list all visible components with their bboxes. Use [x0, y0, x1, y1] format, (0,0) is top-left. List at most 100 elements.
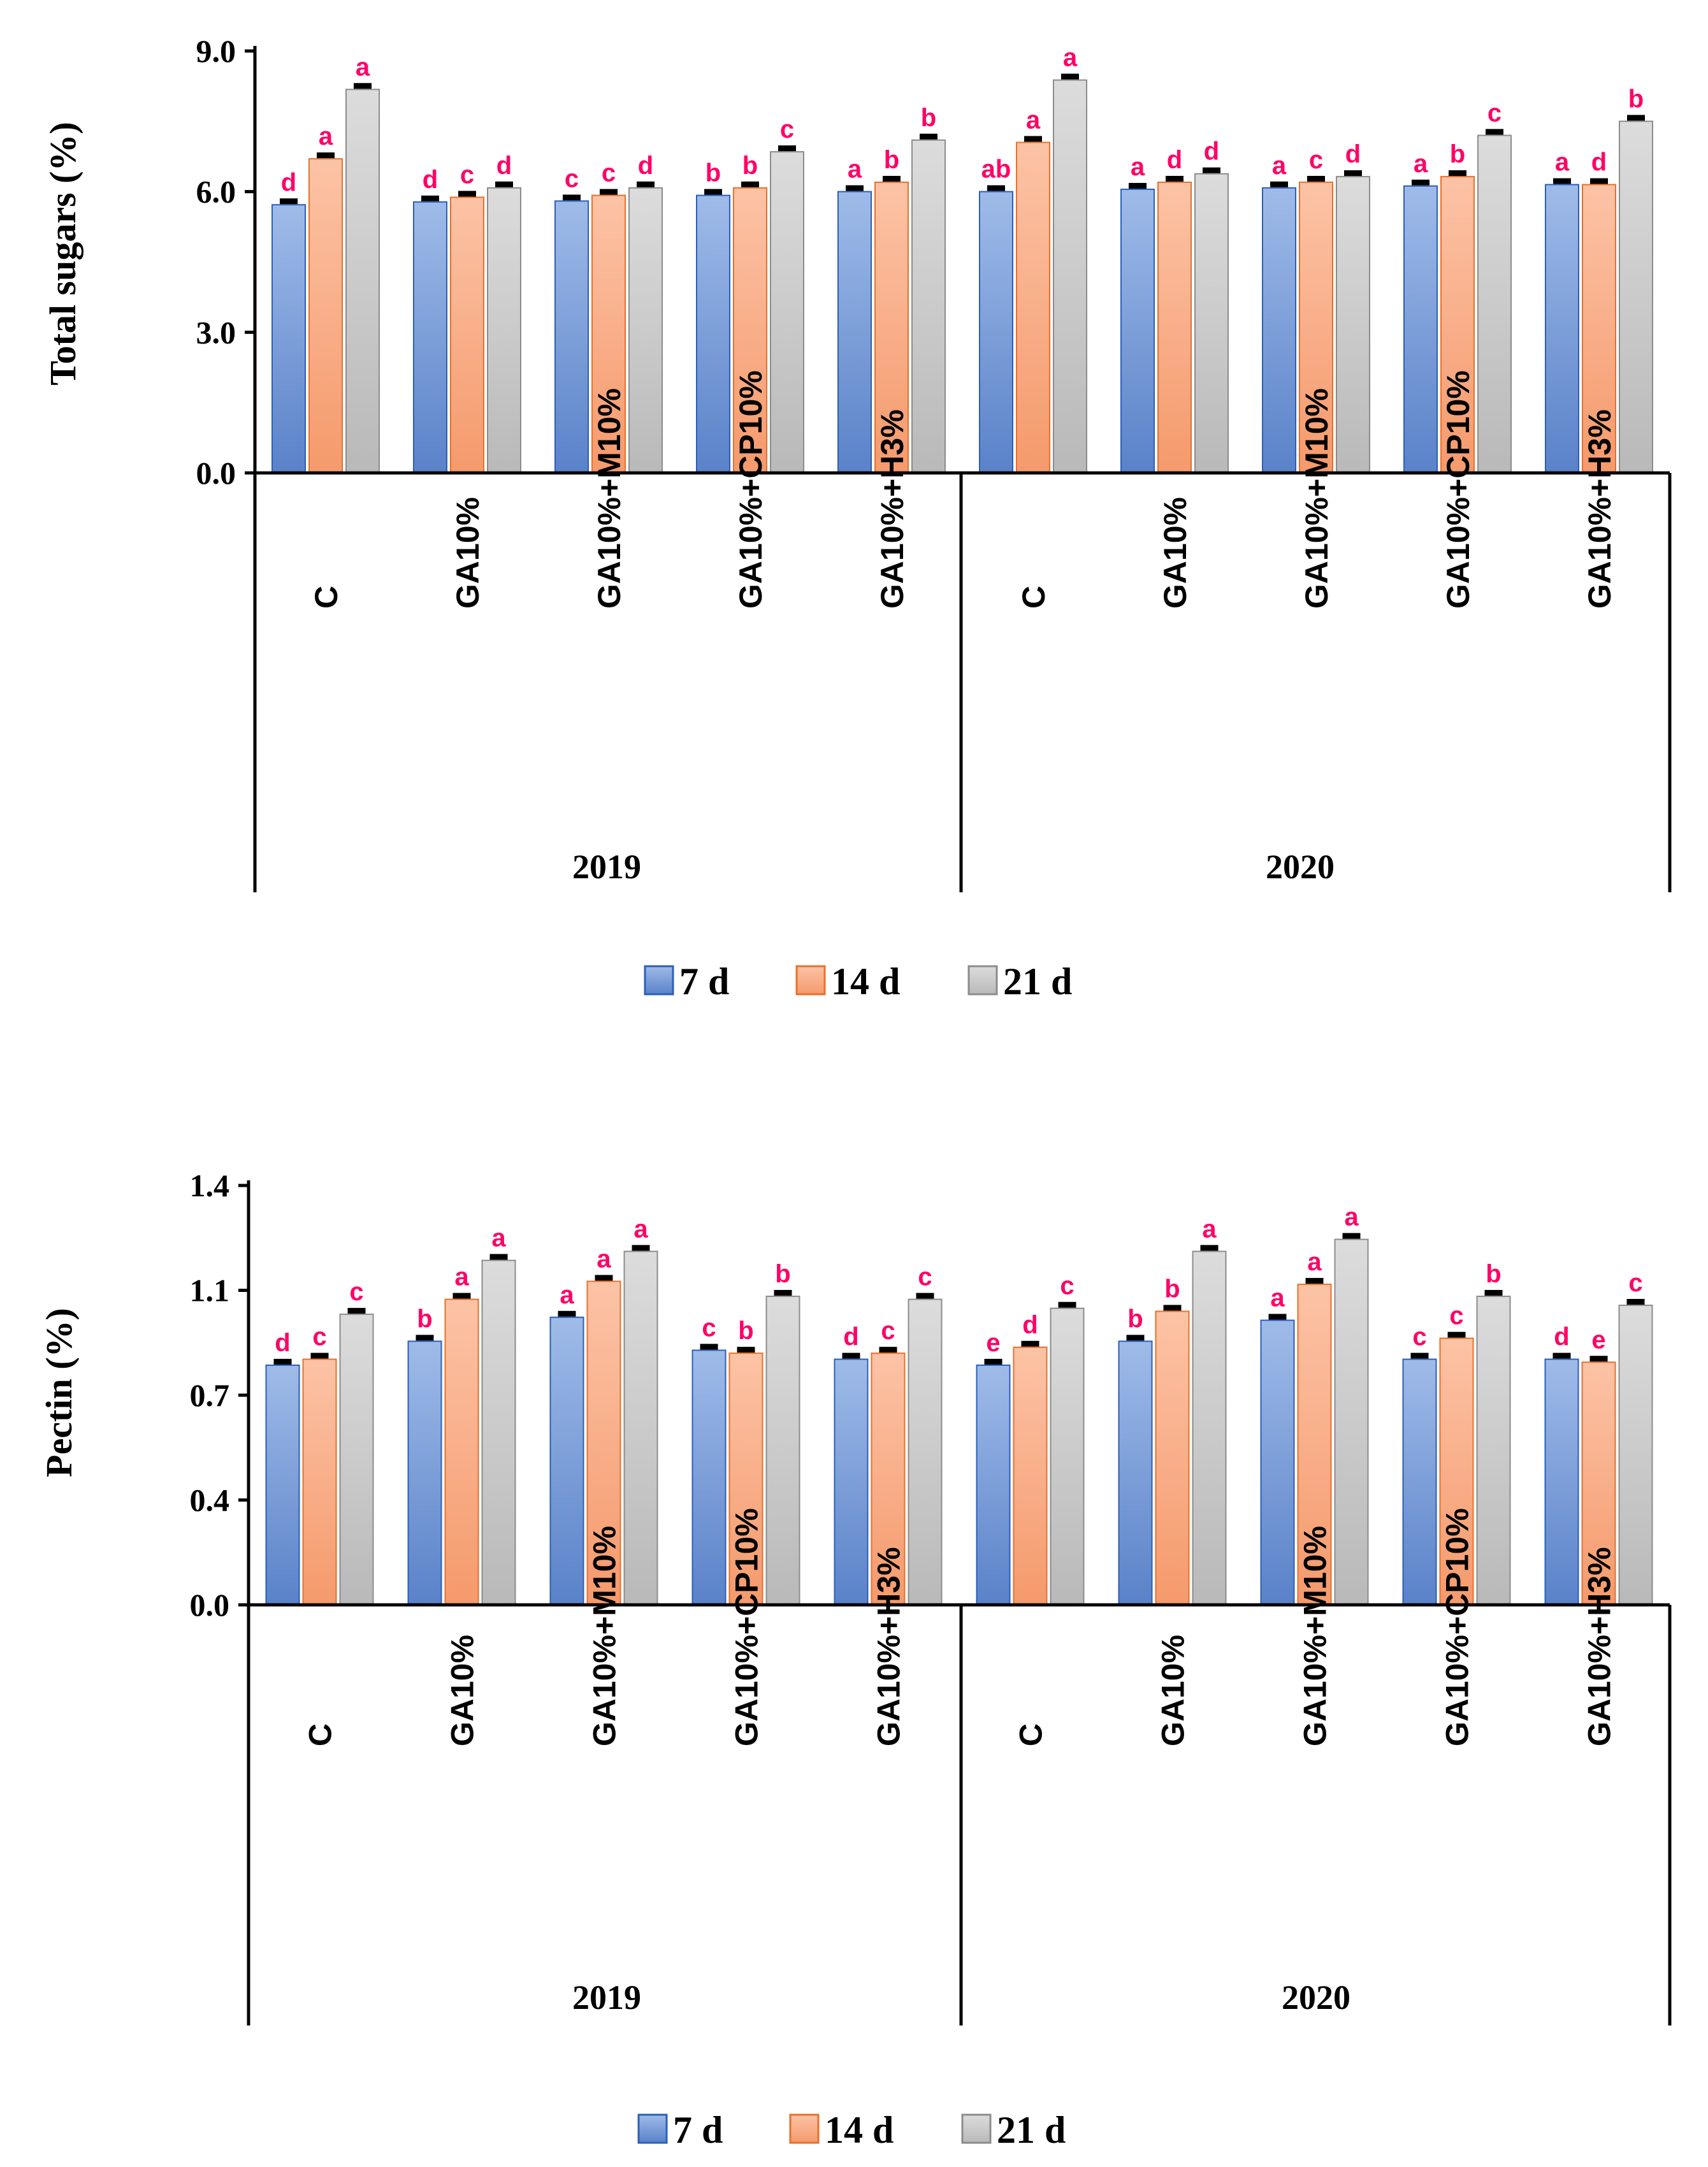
error-bar-21d-5: [1061, 73, 1079, 80]
error-bar-14d-7: [1305, 1278, 1324, 1284]
error-bar-14d-5: [1024, 136, 1042, 142]
bar-21d-0: [339, 1314, 374, 1606]
bar-7d-8: [1402, 1358, 1437, 1606]
error-bar-7d-6: [1129, 182, 1147, 189]
bar-14d-0: [302, 1358, 337, 1606]
bar-7d-4: [834, 1358, 869, 1606]
axes: [247, 1180, 1672, 2026]
legend-label-21d: 21 d: [1003, 960, 1072, 1003]
bar-14d-4: [871, 1352, 906, 1605]
category-labels: C GA10% GA10%+M10% GA10%+CP10% GA10%+H3% C GA1…: [303, 1508, 1618, 1746]
error-bar-7d-8: [1410, 1352, 1429, 1359]
bar-21d-2: [623, 1250, 658, 1605]
category-label-5: C: [1013, 1723, 1049, 1746]
bar-7d-3: [696, 194, 730, 474]
error-bar-21d-1: [489, 1254, 508, 1260]
significance-letter-21d-8: b: [1486, 1260, 1501, 1288]
significance-letter-7d-8: c: [1412, 1323, 1426, 1351]
error-bar-21d-6: [1200, 1245, 1219, 1251]
bar-21d-4: [908, 1298, 943, 1605]
error-bar-21d-1: [495, 181, 513, 187]
bar-14d-7: [1297, 1284, 1332, 1605]
significance-letter-7d-4: d: [843, 1323, 858, 1351]
error-bar-14d-8: [1447, 1331, 1466, 1338]
legend-swatch-7d: [637, 2113, 668, 2144]
bar-7d-8: [1403, 185, 1438, 474]
legend-swatch-14d: [789, 2113, 820, 2144]
category-label-1: GA10%: [445, 1635, 481, 1746]
error-bar-14d-6: [1163, 1305, 1182, 1311]
error-bar-21d-8: [1486, 129, 1503, 135]
error-bar-21d-7: [1344, 170, 1362, 177]
significance-letter-21d-3: b: [775, 1260, 790, 1288]
significance-letter-21d-6: a: [1202, 1215, 1217, 1243]
error-bar-7d-9: [1553, 178, 1571, 184]
error-bar-21d-0: [347, 1308, 366, 1314]
bar-14d-6: [1155, 1310, 1190, 1605]
error-bar-14d-7: [1307, 175, 1325, 182]
bar-14d-1: [450, 196, 484, 474]
significance-letter-7d-2: a: [560, 1281, 574, 1309]
significance-letter-7d-8: a: [1414, 150, 1428, 178]
error-bar-21d-9: [1626, 1299, 1645, 1305]
group-label-2019: 2019: [572, 1978, 641, 2017]
y-tick-label: 1.4: [190, 1168, 230, 1203]
y-tick-label: 9.0: [196, 33, 236, 69]
significance-letter-21d-2: a: [633, 1215, 648, 1243]
bar-14d-2: [586, 1280, 621, 1606]
bar-14d-6: [1157, 181, 1192, 474]
significance-letter-21d-6: d: [1204, 138, 1219, 166]
bar-7d-7: [1262, 187, 1296, 474]
category-label-3: GA10%+CP10%: [729, 1508, 765, 1746]
y-axis-label: Total sugars (%): [42, 122, 83, 386]
significance-letter-21d-1: d: [496, 152, 512, 180]
significance-letter-7d-0: d: [281, 168, 296, 196]
category-label-7: GA10%+M10%: [1299, 388, 1335, 609]
bar-21d-2: [628, 187, 663, 474]
error-bar-7d-4: [846, 185, 864, 191]
significance-letter-14d-3: b: [742, 152, 758, 180]
error-bar-7d-3: [704, 189, 722, 195]
bar-14d-3: [728, 1352, 764, 1605]
bar-7d-5: [979, 191, 1013, 474]
error-bar-14d-6: [1166, 175, 1183, 182]
bar-21d-7: [1334, 1238, 1369, 1605]
error-bar-14d-8: [1449, 170, 1466, 177]
bar-21d-5: [1050, 1307, 1085, 1605]
significance-letter-7d-1: b: [417, 1305, 432, 1333]
significance-letter-7d-9: a: [1555, 149, 1570, 177]
bar-7d-5: [976, 1365, 1011, 1605]
significance-letter-21d-4: b: [921, 104, 936, 132]
category-label-9: GA10%+H3%: [1582, 409, 1618, 609]
significance-letter-14d-6: b: [1164, 1275, 1180, 1303]
bar-21d-8: [1477, 134, 1512, 474]
error-bar-21d-4: [916, 1293, 934, 1299]
error-bar-14d-9: [1590, 178, 1608, 184]
y-tick-label: 3.0: [196, 314, 236, 350]
bar-7d-2: [549, 1316, 584, 1606]
category-label-3: GA10%+CP10%: [733, 370, 769, 609]
error-bar-14d-0: [317, 152, 335, 159]
error-bar-7d-4: [842, 1352, 860, 1359]
category-label-5: C: [1016, 586, 1052, 609]
error-bar-7d-3: [700, 1344, 718, 1350]
bar-21d-9: [1618, 1305, 1653, 1605]
significance-letter-7d-6: a: [1131, 153, 1145, 181]
bar-marks: [271, 73, 1653, 474]
y-tick-label: 0.0: [196, 455, 236, 491]
y-tick-label: 1.1: [190, 1273, 230, 1308]
bar-21d-4: [911, 139, 946, 474]
group-label-2019: 2019: [572, 848, 641, 886]
error-bar-21d-7: [1342, 1233, 1361, 1239]
error-bar-7d-0: [273, 1359, 292, 1365]
significance-letter-7d-7: a: [1272, 152, 1287, 180]
significance-letter-21d-5: c: [1060, 1272, 1074, 1300]
group-label-2020: 2020: [1266, 848, 1335, 886]
error-bar-7d-5: [984, 1359, 1002, 1365]
bar-21d-9: [1619, 120, 1653, 474]
bar-7d-7: [1260, 1319, 1295, 1605]
y-tick-label: 6.0: [196, 174, 236, 210]
significance-letter-21d-1: a: [491, 1224, 506, 1252]
